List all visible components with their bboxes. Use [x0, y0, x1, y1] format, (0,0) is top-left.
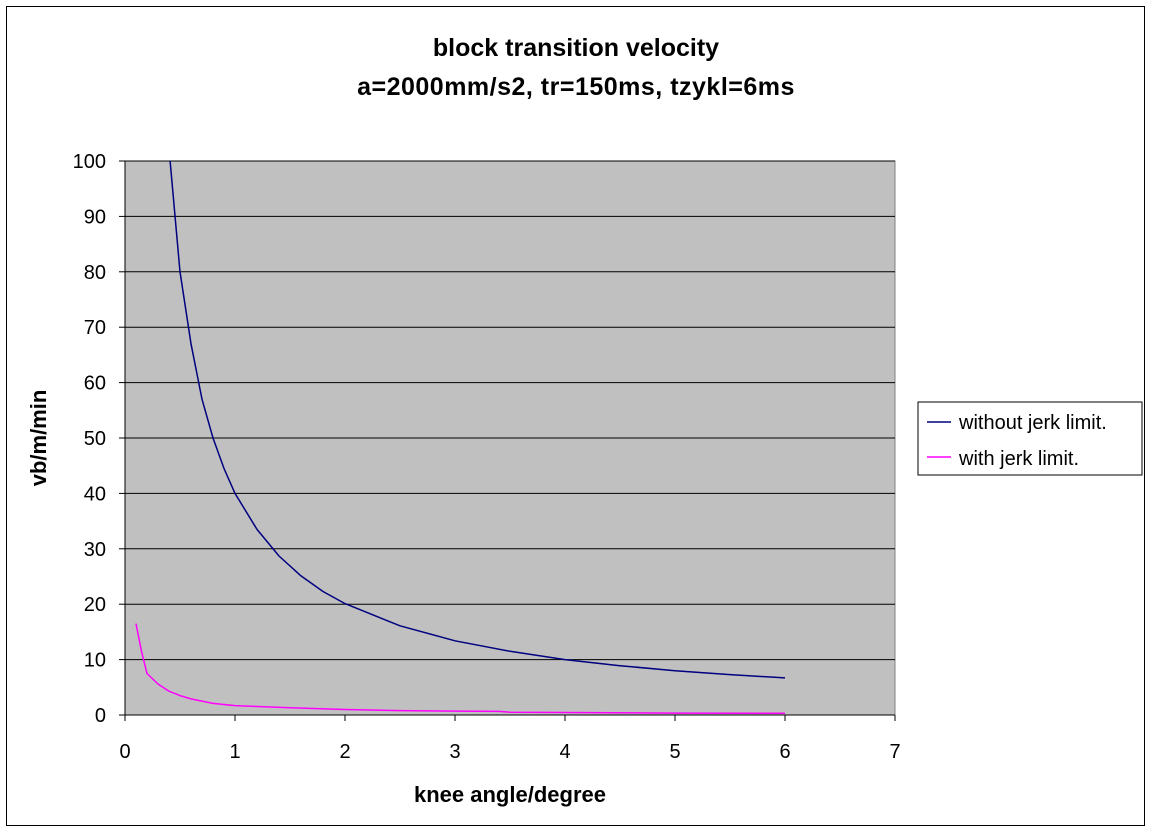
- legend: without jerk limit. with jerk limit.: [917, 401, 1143, 476]
- tick-labels: 0 10 20 30 40 50 60 70 80 90 100 0 1 2 3 4 5 6 7: [73, 151, 901, 763]
- chart-title-line-1: block transition velocity: [433, 34, 719, 62]
- y-tick-label-100: 100: [73, 151, 106, 173]
- legend-label-with-jerk: with jerk limit.: [958, 448, 1079, 470]
- x-axis-label: knee angle/degree: [414, 782, 606, 807]
- y-tick-label-90: 90: [84, 206, 106, 228]
- y-tick-label-10: 10: [84, 650, 106, 672]
- x-tick-label-1: 1: [229, 741, 240, 763]
- y-tick-label-20: 20: [84, 594, 106, 616]
- x-tick-label-6: 6: [779, 741, 790, 763]
- y-axis-label: vb/m/min: [26, 390, 51, 487]
- gridlines: [125, 160, 895, 661]
- x-tick-label-2: 2: [339, 741, 350, 763]
- series-line-with-jerk-limit: [135, 623, 786, 715]
- y-tick-label-0: 0: [95, 705, 106, 727]
- y-tick-label-50: 50: [84, 428, 106, 450]
- y-tick-label-60: 60: [84, 373, 106, 395]
- x-tick-label-4: 4: [559, 741, 570, 763]
- x-tick-label-5: 5: [669, 741, 680, 763]
- series-line-without-jerk-limit: [169, 160, 786, 679]
- legend-box: [917, 401, 1143, 476]
- y-tick-label-30: 30: [84, 539, 106, 561]
- y-tick-label-70: 70: [84, 317, 106, 339]
- y-tick-label-40: 40: [84, 483, 106, 505]
- chart-title-line-2: a=2000mm/s2, tr=150ms, tzykl=6ms: [357, 73, 795, 101]
- axes: [119, 160, 896, 721]
- x-tick-label-7: 7: [889, 741, 900, 763]
- legend-label-without-jerk: without jerk limit.: [958, 412, 1107, 434]
- x-tick-label-0: 0: [119, 741, 130, 763]
- y-tick-label-80: 80: [84, 262, 106, 284]
- series-layer: [135, 160, 786, 715]
- x-tick-label-3: 3: [449, 741, 460, 763]
